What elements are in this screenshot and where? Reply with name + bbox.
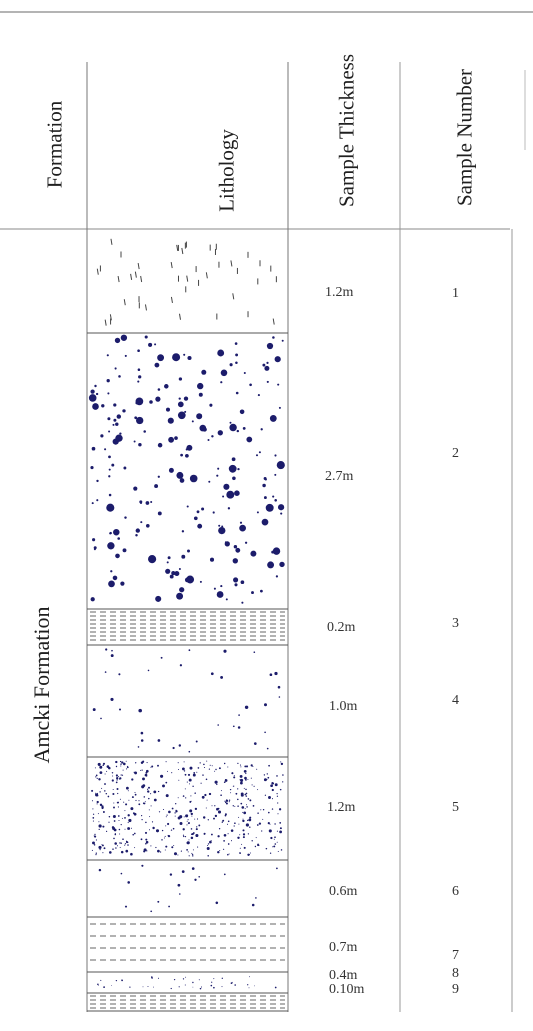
thickness-label-5: 1.2m (327, 800, 356, 815)
sample-number-2: 2 (452, 446, 459, 461)
header-sample-thickness: Sample Thickness (334, 54, 359, 208)
sample-number-5: 5 (452, 800, 459, 815)
thickness-label-6: 0.6m (329, 884, 358, 899)
thickness-label-2: 2.7m (325, 469, 354, 484)
thickness-label-1: 1.2m (325, 285, 354, 300)
sample-number-9: 9 (452, 982, 459, 997)
sample-number-1: 1 (452, 286, 459, 301)
lithology-layer-9 (87, 995, 288, 1012)
header-formation: Formation (42, 100, 67, 189)
sample-number-7: 7 (452, 948, 459, 963)
lithology-layer-3 (87, 611, 288, 646)
formation-name: Amcki Formation (29, 606, 54, 764)
lithology-layer-6 (87, 864, 288, 918)
lithology-layer-1 (87, 238, 288, 334)
sample-number-4: 4 (452, 693, 459, 708)
thickness-label-8: 0.4m (329, 968, 358, 983)
lithology-layer-7 (87, 923, 288, 973)
lithology-layer-5 (87, 760, 288, 861)
header-sample-number: Sample Number (452, 68, 477, 207)
lithology-layer-4 (87, 648, 288, 758)
lithology-layer-8 (87, 976, 288, 994)
sample-number-8: 8 (452, 966, 459, 981)
thickness-label-3: 0.2m (327, 620, 356, 635)
header-lithology: Lithology (214, 129, 239, 212)
lithology-layer-2 (87, 334, 288, 610)
lithology-layers (87, 238, 288, 1012)
thickness-label-9: 0.10m (329, 982, 365, 997)
thickness-label-7: 0.7m (329, 940, 358, 955)
thickness-label-4: 1.0m (329, 699, 358, 714)
sample-number-6: 6 (452, 884, 459, 899)
sample-number-3: 3 (452, 616, 459, 631)
